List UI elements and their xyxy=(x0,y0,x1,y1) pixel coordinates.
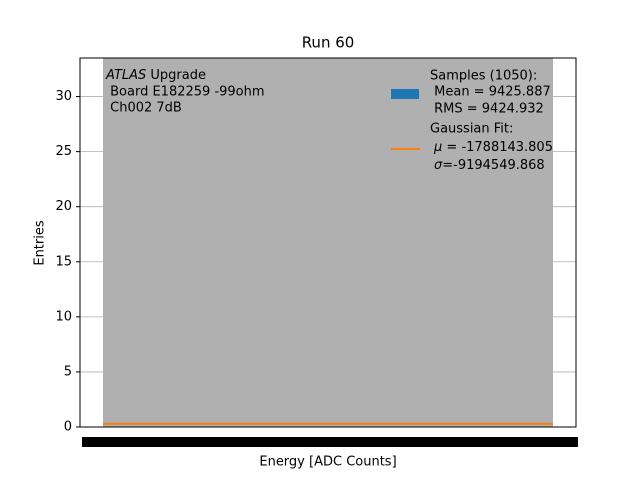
y-tick-label: 30 xyxy=(55,89,72,104)
annotation: ATLAS Upgrade xyxy=(105,68,206,83)
x-axis-label: Energy [ADC Counts] xyxy=(259,455,396,470)
legend-patch xyxy=(391,89,419,99)
axes-frame xyxy=(79,57,577,428)
legend-label: Gaussian Fit: xyxy=(430,122,513,137)
annotation-text: Upgrade xyxy=(146,68,206,83)
legend-label: Mean = 9425.887 xyxy=(430,85,551,100)
y-tick-label: 5 xyxy=(64,364,72,379)
legend-label: RMS = 9424.932 xyxy=(430,102,544,117)
sigma-value: =-9194549.868 xyxy=(442,158,544,173)
annotation-line: Board E182259 -99ohm xyxy=(106,85,265,100)
y-tick-label: 15 xyxy=(55,254,72,269)
y-axis-label: Entries xyxy=(33,220,48,266)
annotation-italic: ATLAS xyxy=(105,68,146,83)
mu-symbol: μ xyxy=(433,140,442,155)
y-tick-label: 25 xyxy=(55,144,72,159)
legend-label: μ = -1788143.805 xyxy=(433,140,553,155)
y-tick-label: 10 xyxy=(55,309,72,324)
chart-title: Run 60 xyxy=(302,34,355,52)
mu-value: = -1788143.805 xyxy=(442,140,553,155)
legend-label: σ=-9194549.868 xyxy=(434,158,545,173)
annotation-line: Ch002 7dB xyxy=(106,101,182,116)
x-tick-labels-overlap xyxy=(82,437,578,447)
y-tick-label: 0 xyxy=(64,420,72,435)
sigma-symbol: σ xyxy=(434,158,443,173)
legend-label: Samples (1050): xyxy=(430,69,537,84)
y-tick-label: 20 xyxy=(55,199,72,214)
histogram-fill xyxy=(103,58,553,427)
